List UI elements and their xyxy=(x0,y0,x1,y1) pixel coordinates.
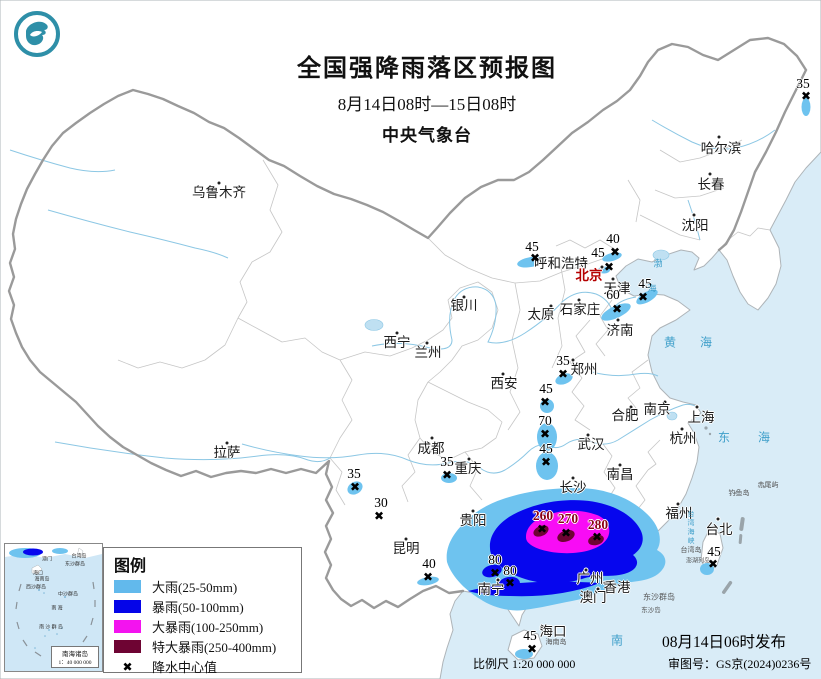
inset-label: 中沙群岛 xyxy=(57,592,79,598)
province-borders xyxy=(117,139,771,515)
inset-label: 南 海 xyxy=(51,606,63,612)
legend-row-heavy-rainstorm: 大暴雨(100-250mm) xyxy=(114,617,301,636)
center-value-label: 降水中心值 xyxy=(152,660,218,675)
inset-label: 澳门 xyxy=(41,557,53,563)
heavy-rain-label: 大雨(25-50mm) xyxy=(152,580,238,595)
inset-caption-scale: 1：40 000 000 xyxy=(58,660,92,666)
approval-number: 审图号：GS京(2024)0236号 xyxy=(668,657,812,671)
lakes xyxy=(364,249,678,421)
inset-label: 台湾岛 xyxy=(71,554,87,560)
south-china-sea-inset: 澳门 台湾岛东沙群岛海口 海南岛西沙群岛中沙群岛南 海南 沙 群 岛 南海诸岛 1：… xyxy=(4,543,103,672)
legend-row-rainstorm: 暴雨(50-100mm) xyxy=(114,597,301,616)
forecast-period: 8月14日08时—15日08时 xyxy=(337,95,517,114)
map-title: 全国强降雨落区预报图 xyxy=(297,56,557,82)
rain-area-extreme xyxy=(533,525,604,546)
inset-label: 西沙群岛 xyxy=(25,585,47,591)
offshore-islets xyxy=(704,426,766,594)
inset-islets xyxy=(34,589,66,649)
inset-labels: 澳门 台湾岛东沙群岛海口 海南岛西沙群岛中沙群岛南 海南 沙 群 岛 xyxy=(5,544,102,671)
agency-name: 中央气象台 xyxy=(382,126,472,145)
inset-caption-box: 南海诸岛 1：40 000 000 xyxy=(51,646,99,668)
extreme-rainstorm-swatch xyxy=(114,640,141,653)
extreme-rainstorm-label: 特大暴雨(250-400mm) xyxy=(152,640,277,655)
rainstorm-swatch xyxy=(114,600,141,613)
inset-taiwan xyxy=(76,547,84,559)
rainstorm-label: 暴雨(50-100mm) xyxy=(152,600,244,615)
legend-row-center-value: ✖ 降水中心值 xyxy=(114,657,301,676)
inset-label: 海口 xyxy=(32,571,44,577)
rivers xyxy=(9,119,776,573)
heavy-rainstorm-swatch xyxy=(114,620,141,633)
cma-logo xyxy=(14,11,60,57)
map-scale: 比例尺 1:20 000 000 xyxy=(473,657,576,671)
inset-caption-title: 南海诸岛 xyxy=(62,651,88,658)
heavy-rain-swatch xyxy=(114,580,141,593)
legend-row-heavy-rain: 大雨(25-50mm) xyxy=(114,577,301,596)
inset-label: 东沙群岛 xyxy=(64,562,86,568)
inset-hainan xyxy=(31,564,43,575)
title-block: 全国强降雨落区预报图 8月14日08时—15日08时 中央气象台 xyxy=(297,48,557,146)
country-border xyxy=(7,36,808,610)
x-marker-icon: ✖ xyxy=(122,659,133,674)
legend-row-extreme-rainstorm: 特大暴雨(250-400mm) xyxy=(114,637,301,656)
inset-label: 海南岛 xyxy=(34,577,50,583)
inset-label: 南 沙 群 岛 xyxy=(39,625,63,631)
issue-time: 08月14日06时发布 xyxy=(662,634,787,651)
legend: 图例 大雨(25-50mm) 暴雨(50-100mm) 大暴雨(100-250m… xyxy=(103,547,302,676)
legend-title: 图例 xyxy=(114,558,147,575)
heavy-rainstorm-label: 大暴雨(100-250mm) xyxy=(152,620,264,635)
